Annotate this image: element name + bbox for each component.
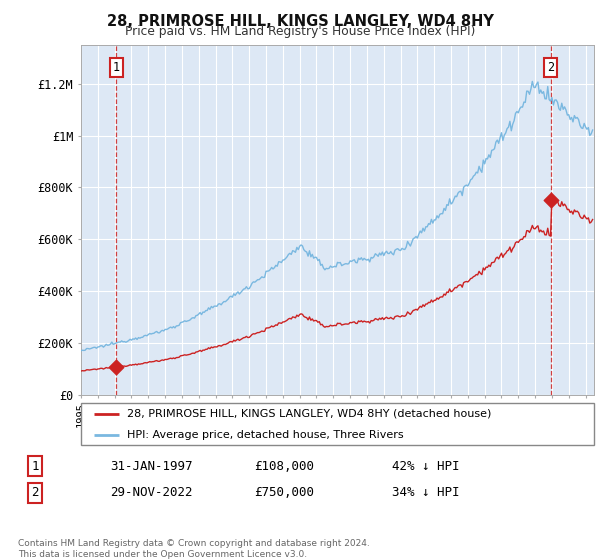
Text: 42% ↓ HPI: 42% ↓ HPI: [392, 460, 460, 473]
Text: 28, PRIMROSE HILL, KINGS LANGLEY, WD4 8HY (detached house): 28, PRIMROSE HILL, KINGS LANGLEY, WD4 8H…: [127, 409, 491, 419]
Text: HPI: Average price, detached house, Three Rivers: HPI: Average price, detached house, Thre…: [127, 430, 404, 440]
Text: 28, PRIMROSE HILL, KINGS LANGLEY, WD4 8HY: 28, PRIMROSE HILL, KINGS LANGLEY, WD4 8H…: [107, 14, 493, 29]
Text: Contains HM Land Registry data © Crown copyright and database right 2024.
This d: Contains HM Land Registry data © Crown c…: [18, 539, 370, 559]
Text: £750,000: £750,000: [254, 487, 314, 500]
Text: £108,000: £108,000: [254, 460, 314, 473]
Text: 29-NOV-2022: 29-NOV-2022: [110, 487, 193, 500]
Text: 2: 2: [547, 61, 554, 74]
Text: 1: 1: [112, 61, 119, 74]
Point: [111, 362, 121, 371]
Point: [546, 196, 556, 205]
Text: 2: 2: [31, 487, 39, 500]
Text: 31-JAN-1997: 31-JAN-1997: [110, 460, 193, 473]
Text: 1: 1: [31, 460, 39, 473]
Text: 34% ↓ HPI: 34% ↓ HPI: [392, 487, 460, 500]
Text: Price paid vs. HM Land Registry's House Price Index (HPI): Price paid vs. HM Land Registry's House …: [125, 25, 475, 38]
